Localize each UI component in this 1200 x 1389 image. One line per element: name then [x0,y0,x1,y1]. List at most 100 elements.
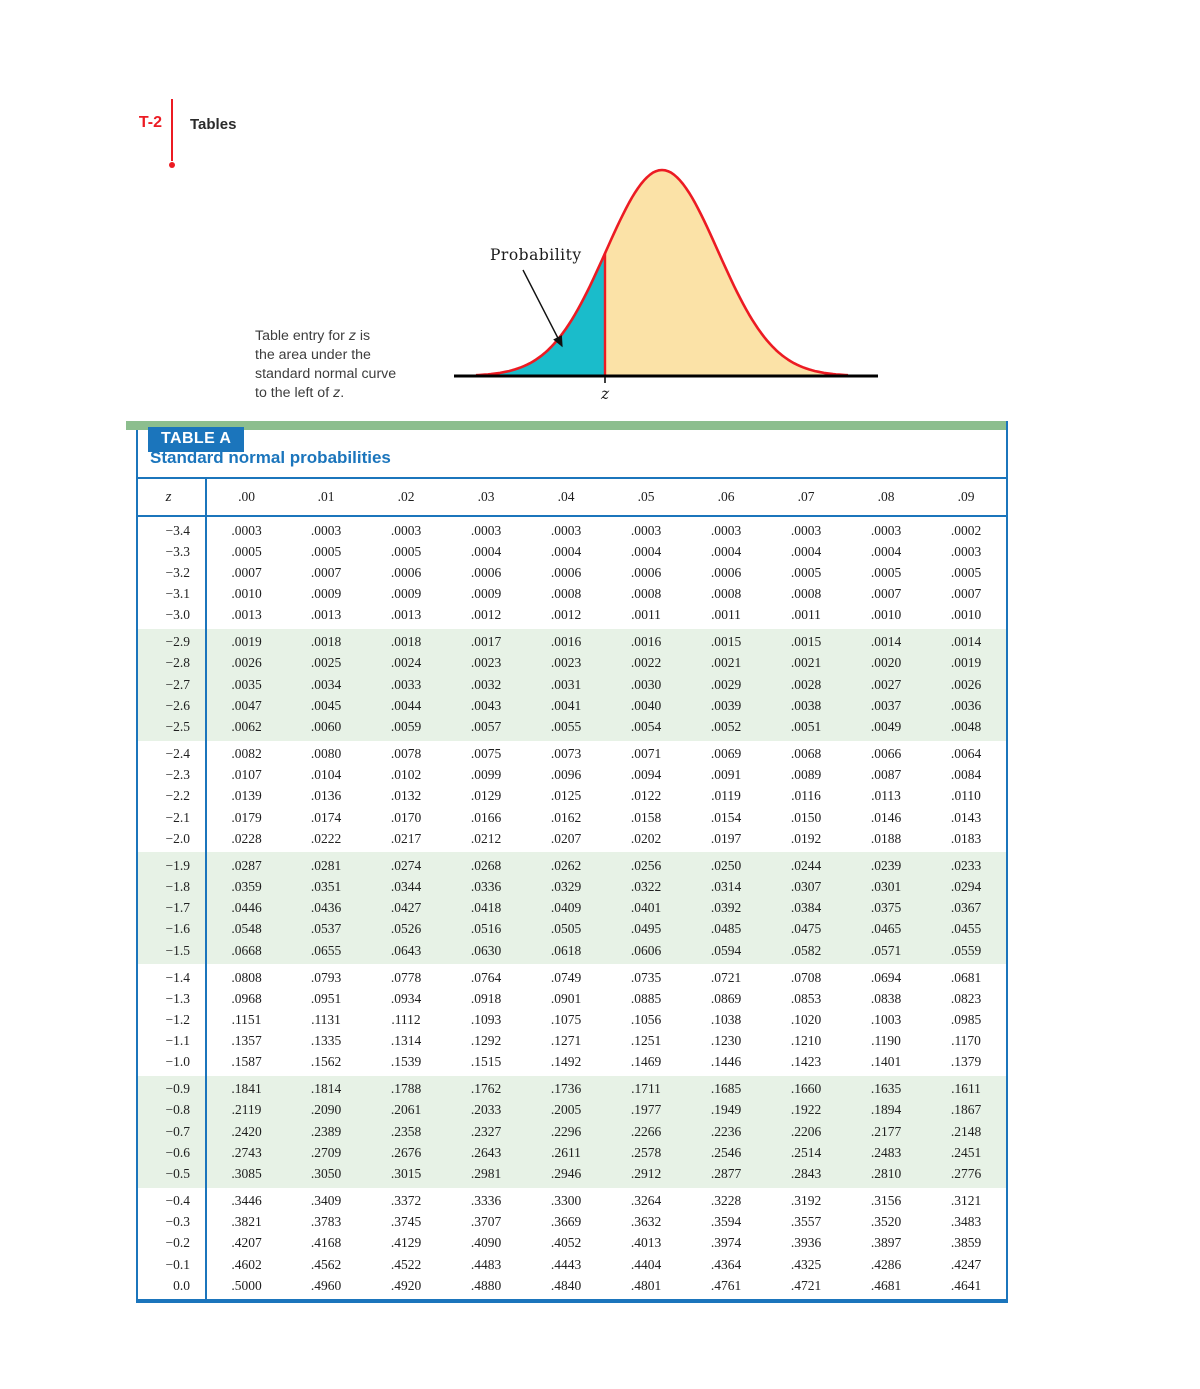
probability-value: .2877 [710,1166,742,1181]
z-column-header: z [138,478,207,516]
probability-value: .0122 [630,788,662,804]
probability-value: .0013 [390,607,422,623]
table-row: −3.3 .0005 .0005 .0005 .0004 .0004 .0004 .0004.… [138,541,1006,563]
header-rule [169,99,175,168]
probability-shaded-area [476,253,605,376]
column-header: .06 [717,489,735,504]
probability-value: .1685 [710,1081,742,1097]
probability-value: .0197 [710,830,742,846]
probability-value: .1977 [630,1102,662,1118]
probability-value: .2946 [550,1166,582,1181]
probability-value: .0007 [231,564,262,580]
probability-value: .1251 [630,1033,662,1049]
probability-value: .0003 [310,522,342,538]
probability-value: .0048 [950,719,982,734]
probability-value: .4247 [950,1256,982,1272]
column-header: .00 [238,489,255,504]
probability-value: .0003 [710,522,742,538]
probability-value: .0559 [950,942,982,958]
probability-value: .0281 [310,857,342,873]
probability-value: .4129 [390,1235,422,1251]
z-value: −1.5 [138,939,207,964]
probability-value: .3050 [310,1166,342,1181]
probability-value: .3446 [231,1193,262,1208]
probability-value: .0023 [470,655,502,671]
probability-value: .0003 [231,522,262,538]
probability-value: .0003 [790,522,822,538]
probability-value: .0068 [790,746,822,761]
probability-value: .0548 [231,921,262,937]
probability-value: .4960 [310,1277,342,1293]
table-row: −1.0 .1587 .1562 .1539 .1515 .1492 .1469 .1446.… [138,1051,1006,1076]
probability-value: .0021 [790,655,822,671]
probability-value: .0003 [950,543,982,559]
probability-value: .2743 [231,1144,262,1160]
probability-value: .1922 [790,1102,822,1118]
probability-value: .2061 [390,1102,422,1118]
probability-value: .0030 [630,676,662,692]
table-row: −1.1 .1357 .1335 .1314 .1292 .1271 .1251 .1230.… [138,1030,1006,1052]
probability-value: .0764 [470,969,502,985]
probability-value: .0052 [710,719,742,734]
probability-value: .0212 [470,830,502,846]
probability-value: .2090 [310,1102,342,1118]
z-value: −1.6 [138,918,207,940]
probability-value: .3632 [630,1214,662,1230]
probability-value: .3336 [470,1193,502,1208]
probability-value: .0049 [870,719,902,734]
green-accent-bar [126,421,1006,430]
probability-value: .1736 [550,1081,582,1097]
probability-value: .4801 [630,1277,662,1293]
probability-value: .2177 [870,1123,902,1139]
probability-value: .1423 [790,1054,822,1070]
probability-value: .0031 [550,676,582,692]
probability-value: .0392 [710,900,742,916]
table-row: −1.8 .0359 .0351 .0344 .0336 .0329 .0322 .0314.… [138,876,1006,898]
probability-value: .0003 [550,522,582,538]
probability-value: .1230 [710,1033,742,1049]
probability-value: .0087 [870,767,902,783]
probability-value: .0013 [231,607,262,623]
z-value: −2.7 [138,674,207,696]
probability-value: .0475 [790,921,822,937]
probability-value: .0294 [950,878,982,894]
probability-value: .0051 [790,719,822,734]
probability-value: .0329 [550,878,582,894]
probability-value: .3783 [310,1214,342,1230]
probability-value: .0418 [470,900,502,916]
probability-value: .0073 [550,746,582,761]
table-row: −2.9 .0019 .0018 .0018 .0017 .0016 .0016 .0015.… [138,628,1006,653]
probability-value: .0064 [950,746,982,761]
probability-value: .1587 [231,1054,262,1070]
column-header: .07 [797,489,815,504]
probability-value: .0026 [950,676,982,692]
probability-value: .0465 [870,921,902,937]
probability-value: .3483 [950,1214,982,1230]
probability-value: .1038 [710,1011,742,1027]
probability-value: .1492 [550,1054,582,1070]
probability-value: .3821 [231,1214,262,1230]
probability-value: .1814 [310,1081,342,1097]
table-row: −0.2 .4207 .4168 .4129 .4090 .4052 .4013 .3974.… [138,1232,1006,1254]
running-head: Tables [190,116,237,133]
probability-value: .0005 [390,543,422,559]
table-a: TABLE A Standard normal probabilities z … [126,421,1008,1304]
probability-value: .0183 [950,830,982,846]
caption-line: the area under the [255,347,371,363]
probability-value: .3897 [870,1235,902,1251]
probability-value: .0016 [630,634,662,650]
probability-value: .0107 [231,767,262,783]
probability-value: .0008 [550,586,582,602]
probability-value: .4404 [630,1256,662,1272]
probability-value: .0136 [310,788,342,804]
probability-value: .4721 [790,1277,822,1293]
probability-value: .3557 [790,1214,822,1230]
probability-value: .0096 [550,767,582,783]
table-row: −1.9 .0287 .0281 .0274 .0268 .0262 .0256 .0250.… [138,852,1006,877]
probability-value: .0951 [310,990,342,1006]
probability-value: .0078 [390,746,422,761]
probability-value: .0014 [950,634,982,650]
probability-value: .0427 [390,900,422,916]
z-value: −1.7 [138,897,207,919]
probability-value: .0034 [310,676,342,692]
